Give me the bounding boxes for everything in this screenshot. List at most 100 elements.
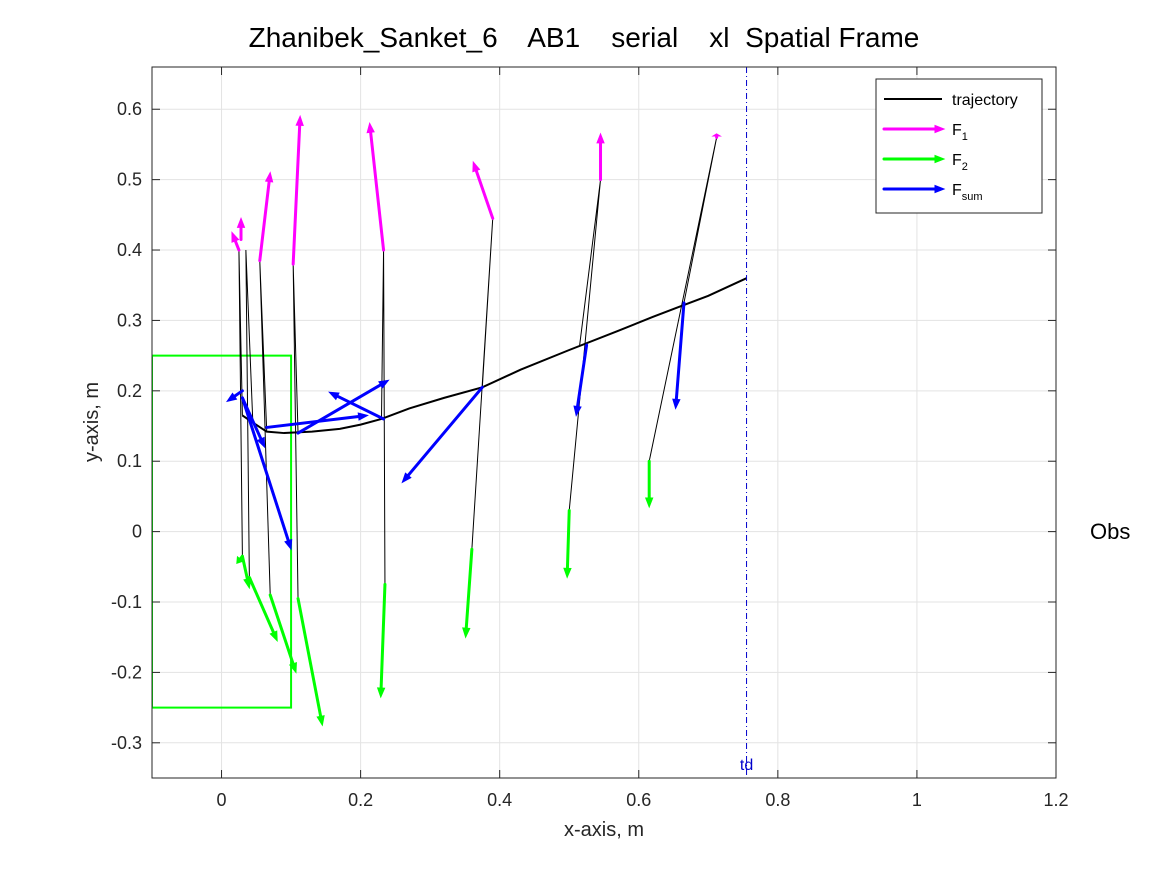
- boundary-box: [152, 354, 293, 709]
- y-tick-label: 0.1: [117, 451, 142, 471]
- legend-arrow-f2: [882, 154, 946, 164]
- fsum-arrow-head: [256, 436, 266, 449]
- fsum-arrow-shaft: [674, 301, 686, 401]
- legend-arrow-f2-head: [934, 154, 946, 164]
- fsum-arrow-shaft: [576, 343, 589, 409]
- f2-arrow: [563, 508, 572, 579]
- fsum-arrow: [296, 379, 390, 435]
- f1-arrow-head: [596, 132, 605, 144]
- f2-arrow-head: [376, 687, 386, 699]
- fsum-arrow-head: [328, 391, 340, 401]
- f1-arrow: [291, 114, 304, 266]
- fsum-arrow-shaft: [265, 415, 361, 429]
- f2-arrow-shaft: [565, 508, 571, 570]
- f1-arrow-head: [264, 171, 274, 183]
- f2-arrow-head: [236, 555, 244, 565]
- x-tick-label: 0: [217, 790, 227, 810]
- f1-arrow: [231, 231, 241, 252]
- fsum-arrow: [401, 385, 484, 484]
- link-segment: [245, 250, 254, 578]
- f2-arrow-head: [269, 630, 278, 642]
- f1-arrow: [258, 171, 274, 263]
- grid-lines: [152, 67, 1057, 778]
- f1-arrow-head: [236, 216, 246, 228]
- chart-title: Zhanibek_Sanket_6 AB1 serial xl Spatial …: [249, 22, 920, 53]
- fsum-arrow-shaft: [296, 383, 383, 435]
- obs-label: Obs: [1090, 519, 1130, 544]
- fsum-arrow: [573, 343, 589, 417]
- legend-label-fsum-sub: sum: [962, 191, 983, 203]
- x-axis-label: x-axis, m: [564, 819, 644, 841]
- fsum-arrow-head: [672, 398, 681, 410]
- f1-arrow-head: [295, 114, 304, 126]
- td-label: td: [740, 757, 753, 774]
- legend-arrow-f1-head: [934, 124, 946, 134]
- f2-arrow-shaft: [296, 596, 323, 718]
- legend-label-fsum: Fsum: [952, 182, 983, 203]
- legend-label-f2: F2: [952, 152, 968, 173]
- f2-arrow-shaft: [464, 547, 474, 630]
- f1-arrow-head: [366, 121, 375, 134]
- fsum-arrow: [265, 412, 369, 429]
- f2-arrow-head: [288, 662, 297, 674]
- fsum-arrow-head: [378, 379, 390, 389]
- tick-labels: 0 0.2 0.4 0.6 0.8 1 1.2 -0.3 -0.2 -0.1 0 0.1 0.2 0.3 0…: [111, 99, 1069, 810]
- f2-arrow-head: [644, 497, 654, 509]
- f1-arrow-shaft: [291, 123, 302, 266]
- y-tick-label: 0.2: [117, 381, 142, 401]
- fsum-arrow: [225, 389, 244, 403]
- y-tick-label: -0.3: [111, 733, 142, 753]
- legend-box: [875, 78, 1043, 214]
- y-tick-label: 0.5: [117, 170, 142, 190]
- legend-arrow-fsum: [882, 184, 946, 194]
- fsum-arrow-shaft: [240, 396, 290, 543]
- f2-arrow-shaft: [379, 582, 387, 690]
- f1-arrow: [711, 133, 722, 139]
- f2-arrow: [240, 554, 252, 590]
- trajectory-line: [241, 277, 747, 435]
- fsum-arrow-head: [225, 392, 238, 403]
- legend-label-f1: F1: [952, 122, 968, 143]
- fsum-arrow-head: [357, 412, 369, 421]
- y-axis-label: y-axis, m: [81, 382, 103, 462]
- x-tick-label: 0.8: [765, 790, 790, 810]
- data-layer: [152, 67, 748, 778]
- f2-arrow-shaft: [247, 575, 276, 634]
- f2-arrow: [376, 582, 387, 699]
- legend-label-f2-sub: 2: [962, 161, 968, 173]
- fsum-arrow: [328, 391, 386, 421]
- y-tick-label: 0: [132, 522, 142, 542]
- fsum-arrow: [672, 301, 686, 410]
- fsum-arrow-shaft: [335, 394, 386, 421]
- fsum-arrow: [240, 396, 293, 551]
- f1-arrow-shaft: [474, 169, 495, 220]
- legend-label-f1-text: F: [952, 122, 962, 139]
- f1-arrow-head: [472, 160, 481, 173]
- f1-arrow: [366, 121, 386, 252]
- f2-arrow: [247, 575, 278, 642]
- f2-arrow: [296, 596, 325, 727]
- f2-arrow-head: [563, 567, 572, 579]
- legend-label-trajectory-text: trajectory: [952, 92, 1018, 109]
- x-tick-label: 1: [912, 790, 922, 810]
- f2-arrow: [268, 593, 297, 674]
- f1-arrow-head: [711, 133, 722, 137]
- f1-arrow: [596, 132, 605, 182]
- x-tick-label: 1.2: [1043, 790, 1068, 810]
- axis-ticks: [152, 67, 1057, 778]
- f1-arrow-shaft: [233, 239, 241, 252]
- y-tick-label: -0.1: [111, 592, 142, 612]
- legend-arrow-f1: [882, 124, 946, 134]
- x-tick-label: 0.4: [487, 790, 512, 810]
- fsum-arrow-head: [401, 472, 412, 484]
- y-tick-label: 0.3: [117, 310, 142, 330]
- legend-label-f1-sub: 1: [962, 131, 968, 143]
- y-tick-label: 0.4: [117, 240, 142, 260]
- y-tick-label: 0.6: [117, 99, 142, 119]
- f1-arrow-shaft: [258, 180, 271, 263]
- f2-arrow: [462, 547, 474, 639]
- f2-arrow-head: [243, 577, 252, 590]
- f1-arrow: [236, 216, 246, 241]
- f1-arrow: [472, 160, 495, 220]
